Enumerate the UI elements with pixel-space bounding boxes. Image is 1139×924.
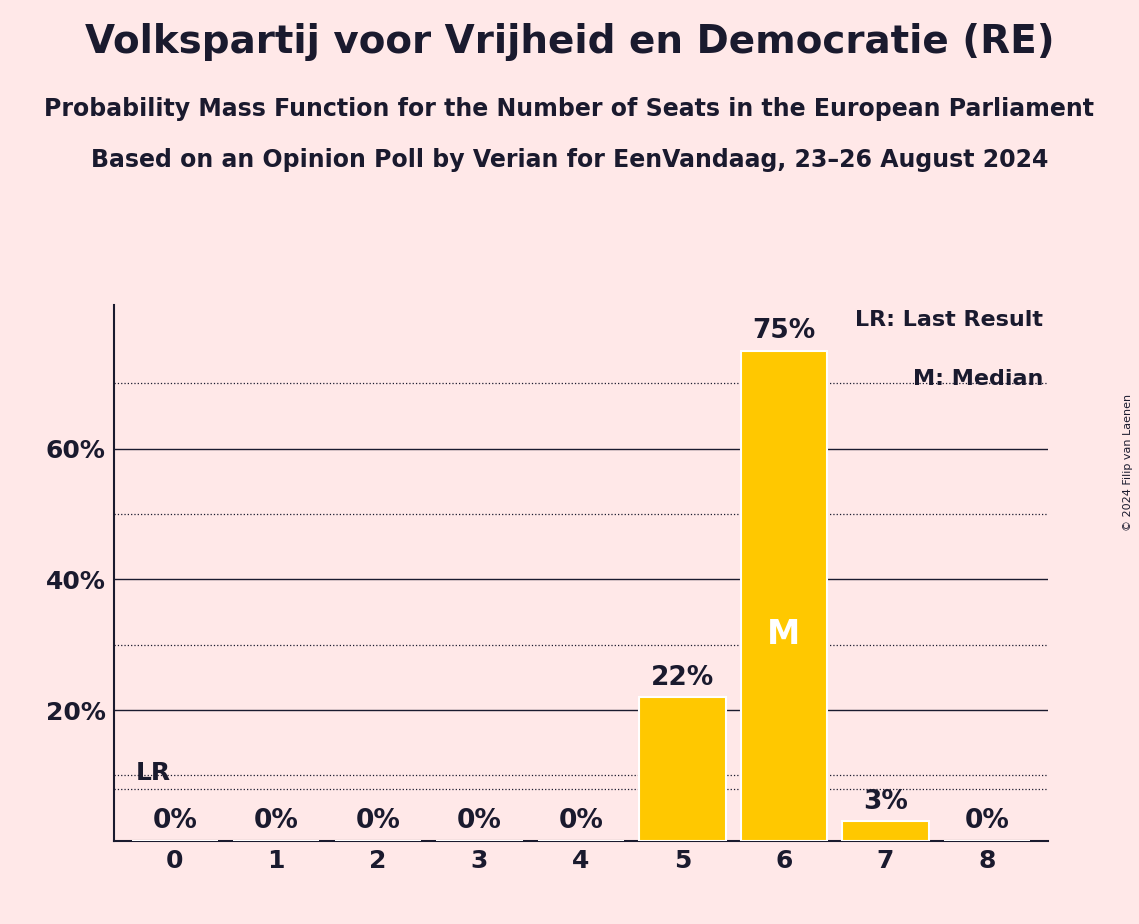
Text: 0%: 0% <box>153 808 197 834</box>
Text: LR: Last Result: LR: Last Result <box>855 310 1043 330</box>
Text: 0%: 0% <box>558 808 604 834</box>
Text: 3%: 3% <box>863 789 908 815</box>
Text: 0%: 0% <box>254 808 298 834</box>
Text: 0%: 0% <box>457 808 502 834</box>
Bar <box>843 821 928 841</box>
Text: Based on an Opinion Poll by Verian for EenVandaag, 23–26 August 2024: Based on an Opinion Poll by Verian for E… <box>91 148 1048 172</box>
Text: 22%: 22% <box>650 664 714 690</box>
Text: 0%: 0% <box>965 808 1009 834</box>
Text: M: M <box>768 618 801 651</box>
Text: LR: LR <box>137 761 171 785</box>
Text: 0%: 0% <box>355 808 400 834</box>
Bar <box>639 697 726 841</box>
Text: Probability Mass Function for the Number of Seats in the European Parliament: Probability Mass Function for the Number… <box>44 97 1095 121</box>
Text: Volkspartij voor Vrijheid en Democratie (RE): Volkspartij voor Vrijheid en Democratie … <box>84 23 1055 61</box>
Bar <box>740 351 827 841</box>
Text: 75%: 75% <box>752 318 816 344</box>
Text: M: Median: M: Median <box>912 370 1043 389</box>
Text: © 2024 Filip van Laenen: © 2024 Filip van Laenen <box>1123 394 1133 530</box>
